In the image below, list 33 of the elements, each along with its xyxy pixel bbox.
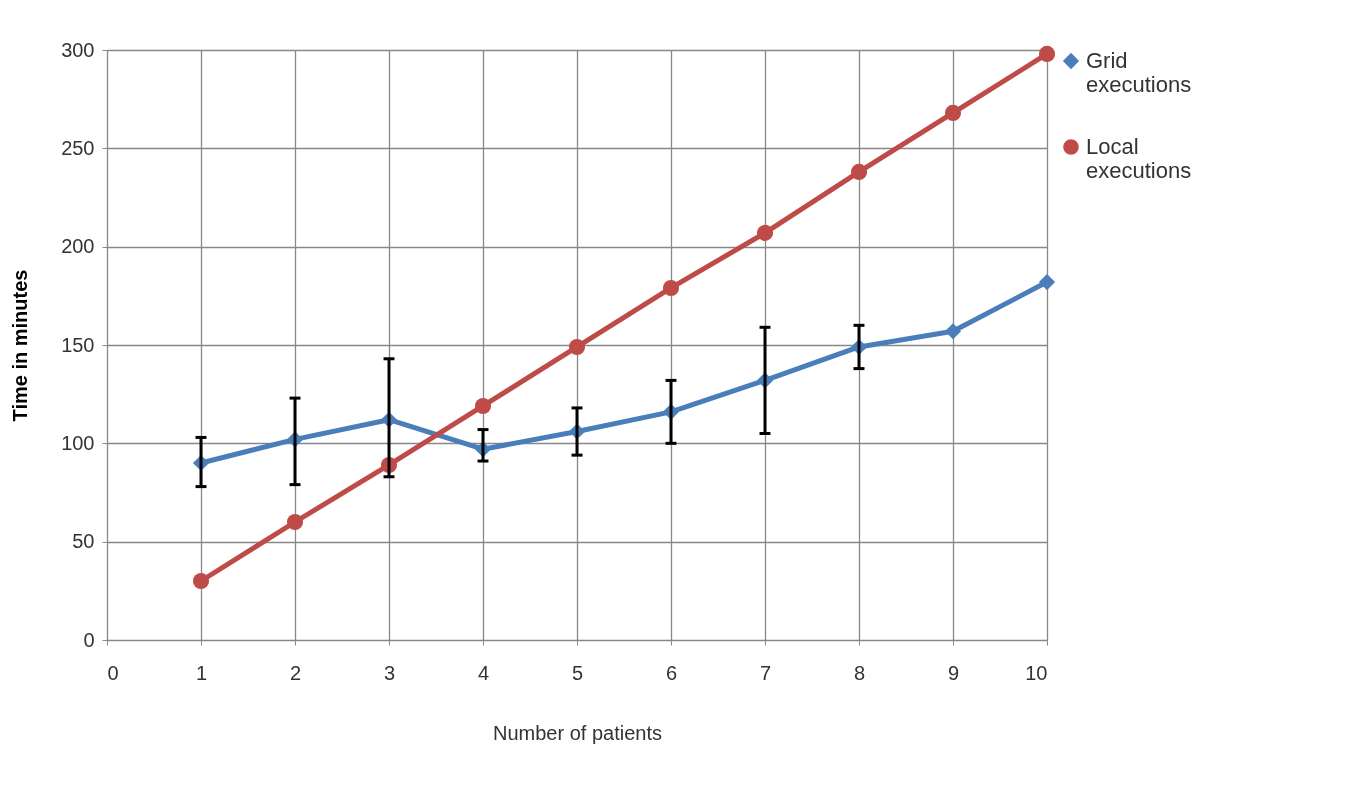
point bbox=[756, 224, 774, 241]
point bbox=[192, 572, 210, 590]
x-tick-label: 3 bbox=[383, 661, 396, 684]
x-tick-label: 7 bbox=[759, 661, 772, 684]
point bbox=[1038, 45, 1056, 62]
point bbox=[286, 513, 304, 531]
point bbox=[662, 279, 680, 297]
y-tick-label: 300 bbox=[61, 38, 95, 61]
point bbox=[850, 163, 868, 180]
x-axis-title: Number of patients bbox=[493, 721, 662, 744]
point bbox=[474, 397, 492, 415]
y-tick-label: 150 bbox=[61, 333, 95, 356]
x-tick-label: 8 bbox=[853, 661, 866, 684]
x-tick-label: 9 bbox=[947, 661, 960, 684]
y-axis-title: Time in minutes bbox=[9, 269, 32, 422]
x-tick-label: 1 bbox=[195, 661, 208, 684]
point bbox=[1038, 274, 1056, 291]
legend-label: Grid executions bbox=[1086, 48, 1192, 97]
x-tick-label: 5 bbox=[571, 661, 584, 684]
y-tick-label: 250 bbox=[61, 136, 95, 159]
point bbox=[944, 323, 962, 340]
x-tick-label: 4 bbox=[477, 661, 490, 684]
x-tick-label: 10 bbox=[1025, 661, 1048, 684]
point bbox=[568, 338, 586, 356]
x-tick-label: 6 bbox=[665, 661, 678, 684]
legend-label: Local executions bbox=[1086, 134, 1192, 183]
x-tick-label: 0 bbox=[107, 661, 119, 684]
y-tick-label: 100 bbox=[61, 431, 95, 454]
point bbox=[944, 104, 962, 121]
x-tick-label: 2 bbox=[289, 661, 302, 684]
y-tick-label: 0 bbox=[83, 628, 95, 651]
y-tick-label: 200 bbox=[61, 235, 95, 258]
y-tick-label: 50 bbox=[72, 530, 95, 553]
